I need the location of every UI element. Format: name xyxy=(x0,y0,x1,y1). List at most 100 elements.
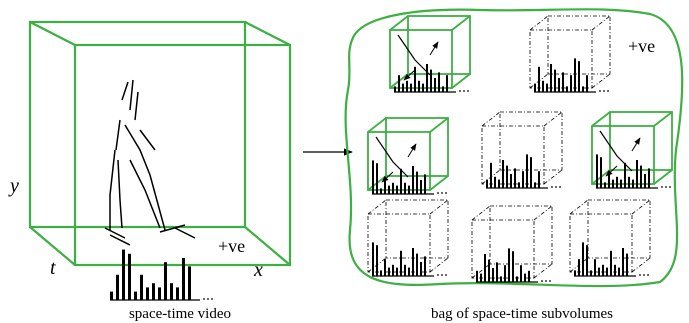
hist-bar xyxy=(604,182,606,188)
dot xyxy=(551,186,553,188)
hist-bar xyxy=(500,276,502,282)
dot xyxy=(559,186,561,188)
hist-bar xyxy=(506,166,508,188)
hist-bar xyxy=(524,274,526,282)
hist-bar xyxy=(182,258,185,300)
hist-bar xyxy=(116,275,119,300)
hist-bar xyxy=(508,248,510,282)
hist-bar xyxy=(602,265,604,276)
cube-edge xyxy=(430,176,448,190)
hist-bar xyxy=(632,180,634,188)
cube-edge xyxy=(592,16,610,30)
axis-label: t xyxy=(50,257,56,279)
cube-face xyxy=(386,118,448,176)
hist-bar xyxy=(582,242,584,276)
cube-edge xyxy=(482,112,500,126)
dot xyxy=(661,186,663,188)
hist-bar xyxy=(380,270,382,276)
cube-edge xyxy=(430,200,448,214)
hist-bar xyxy=(628,177,630,188)
dot xyxy=(603,90,605,92)
hist-bar xyxy=(512,251,514,282)
hist-bar xyxy=(582,86,584,92)
hist-bar xyxy=(402,84,404,92)
hist-bar xyxy=(392,183,394,194)
dot xyxy=(459,90,461,92)
dot xyxy=(549,280,551,282)
hist-bar xyxy=(538,171,540,188)
hist-bar xyxy=(164,262,167,300)
hist-bar xyxy=(372,160,374,194)
hist-bar xyxy=(400,169,402,194)
figure: y t x +ve space-time video +ve bag of sp… xyxy=(0,0,689,323)
hist-bar xyxy=(636,160,638,188)
hist-bar xyxy=(492,268,494,282)
hist-bar xyxy=(518,182,520,188)
cube-edge xyxy=(452,16,470,30)
hist-bar xyxy=(554,70,556,92)
hist-bar xyxy=(434,78,436,92)
tag: +ve xyxy=(628,36,655,56)
cube-edge xyxy=(452,74,470,88)
cube-edge xyxy=(544,170,562,184)
hist-bar xyxy=(546,84,548,92)
hist-bar xyxy=(578,259,580,276)
hist-bar xyxy=(416,254,418,276)
dot xyxy=(207,298,209,300)
hist-bar xyxy=(624,163,626,188)
cube-edge xyxy=(534,264,552,278)
motion-arrow xyxy=(632,138,640,151)
hist-bar xyxy=(586,245,588,276)
hist-bar xyxy=(122,250,125,300)
cube-edge xyxy=(592,74,610,88)
dot xyxy=(437,274,439,276)
hist-bar xyxy=(600,157,602,188)
hist-bar xyxy=(408,186,410,194)
hist-bar xyxy=(516,276,518,282)
hist-bar xyxy=(538,67,540,92)
hist-bar xyxy=(110,292,113,300)
cube-edge xyxy=(632,258,650,272)
cube-edge xyxy=(368,200,386,214)
hist-bar xyxy=(412,248,414,276)
caption: space-time video xyxy=(129,306,231,322)
cube-face xyxy=(610,112,672,170)
hist-bar xyxy=(522,171,524,188)
cube-edge xyxy=(592,112,610,126)
hist-bar xyxy=(396,268,398,276)
hist-bar xyxy=(490,163,492,188)
hist-bar xyxy=(594,259,596,276)
cube-face xyxy=(588,200,650,258)
dot xyxy=(437,192,439,194)
hist-bar xyxy=(140,275,143,300)
hist-bar xyxy=(640,166,642,188)
axis-label: x xyxy=(253,259,263,281)
cube-edge xyxy=(654,170,672,184)
cube-edge xyxy=(570,200,588,214)
cube-edge xyxy=(430,118,448,132)
hist-bar xyxy=(504,265,506,282)
hist-bar xyxy=(502,160,504,188)
hist-bar xyxy=(420,262,422,276)
dot xyxy=(203,298,205,300)
limb xyxy=(376,137,408,177)
hist-bar xyxy=(566,86,568,92)
dot xyxy=(643,274,645,276)
dot xyxy=(211,298,213,300)
dot xyxy=(545,280,547,282)
hist-bar xyxy=(590,270,592,276)
cube-edge xyxy=(534,206,552,220)
hist-bar xyxy=(562,72,564,92)
cube-edge xyxy=(544,112,562,126)
hist-bar xyxy=(606,268,608,276)
dot xyxy=(441,192,443,194)
cube-edge xyxy=(430,258,448,272)
hist-bar xyxy=(542,81,544,92)
dot xyxy=(555,186,557,188)
cube-edge xyxy=(390,16,408,30)
hist-bar xyxy=(586,75,588,92)
hist-bar xyxy=(486,180,488,188)
hist-bar xyxy=(616,177,618,188)
dot xyxy=(669,186,671,188)
hist-bar xyxy=(494,177,496,188)
